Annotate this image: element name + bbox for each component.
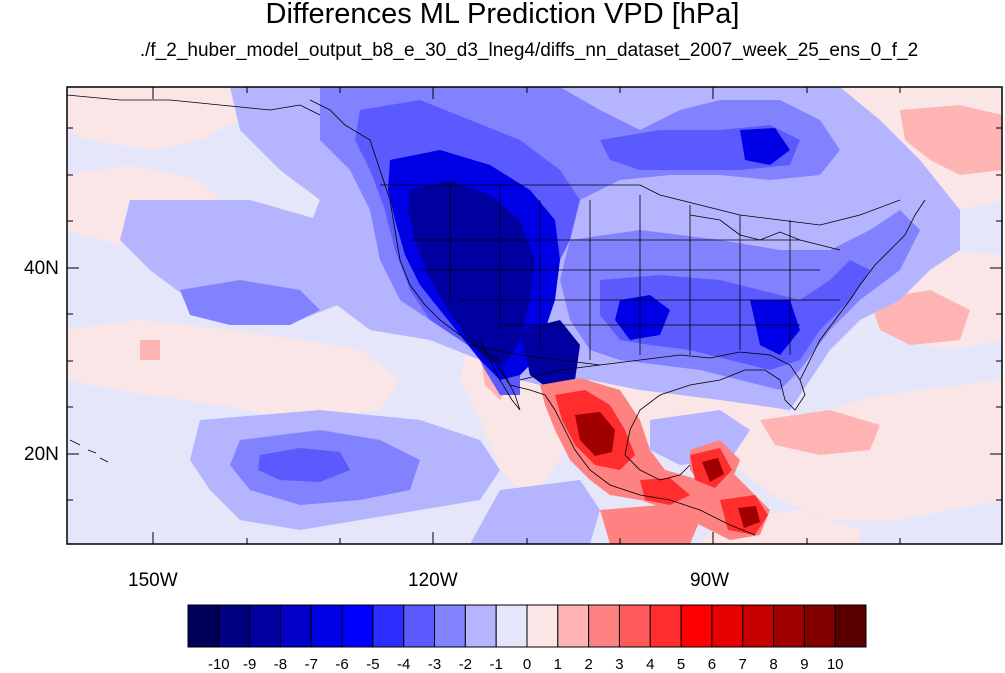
colorbar-label: 6 bbox=[707, 656, 717, 673]
colorbar-swatch bbox=[403, 604, 436, 648]
colorbar-swatch bbox=[742, 604, 775, 648]
colorbar-swatch bbox=[618, 604, 651, 648]
colorbar-label: 9 bbox=[800, 656, 809, 673]
colorbar-label: -4 bbox=[397, 656, 411, 673]
colorbar-label: -9 bbox=[242, 656, 257, 673]
colorbar-label: -8 bbox=[273, 656, 288, 673]
colorbar-swatch bbox=[773, 604, 805, 648]
colorbar-label: -5 bbox=[366, 656, 380, 673]
colorbar-label: -3 bbox=[427, 656, 442, 673]
gulf-coastline bbox=[519, 351, 806, 481]
colorbar-label: 0 bbox=[522, 656, 532, 673]
lon-label-90w: 90W bbox=[690, 570, 730, 591]
colorbar-swatch bbox=[557, 604, 590, 648]
alaska-coast bbox=[67, 94, 321, 116]
colorbar-swatch bbox=[310, 604, 343, 648]
colorbar-swatch bbox=[279, 604, 312, 648]
colorbar-swatch bbox=[588, 604, 620, 648]
colorbar-swatch bbox=[249, 604, 281, 648]
colorbar-label: 7 bbox=[738, 656, 747, 673]
colorbar-label: -2 bbox=[458, 656, 473, 673]
colorbar-label: -10 bbox=[207, 656, 230, 673]
colorbar-label: 4 bbox=[646, 656, 655, 673]
colorbar-swatch bbox=[372, 604, 405, 648]
colorbar bbox=[187, 604, 867, 648]
great-lakes bbox=[689, 214, 841, 251]
map-title: Differences ML Prediction VPD [hPa] bbox=[265, 0, 740, 30]
colorbar-swatch bbox=[680, 604, 713, 648]
colorbar-swatch bbox=[649, 604, 682, 648]
geographic-outlines bbox=[67, 94, 926, 536]
atlantic-coastline bbox=[799, 199, 926, 381]
colorbar-label: 3 bbox=[615, 656, 624, 673]
colorbar-swatch bbox=[341, 604, 374, 648]
colorbar-label: 10 bbox=[826, 656, 844, 673]
lon-label-120w: 120W bbox=[408, 570, 458, 591]
colorbar-swatch bbox=[218, 604, 251, 648]
colorbar-label: 5 bbox=[676, 656, 686, 673]
baja-peninsula bbox=[479, 339, 521, 411]
colorbar-label: 2 bbox=[584, 656, 593, 673]
lat-label-20n: 20N bbox=[24, 444, 59, 465]
map-frame bbox=[66, 86, 1003, 545]
colorbar-label: -7 bbox=[304, 656, 318, 673]
us-mexico-border bbox=[469, 344, 601, 366]
colorbar-label: -6 bbox=[335, 656, 349, 673]
lon-label-150w: 150W bbox=[128, 570, 178, 591]
axis-ticks bbox=[67, 87, 1002, 544]
colorbar-swatch bbox=[834, 604, 867, 648]
hawaii-islands bbox=[69, 439, 109, 463]
colorbar-swatch bbox=[526, 604, 559, 648]
colorbar-swatch bbox=[711, 604, 744, 648]
negative-extreme-regions bbox=[408, 180, 580, 390]
colorbar-swatch bbox=[187, 604, 220, 648]
colorbar-label: -1 bbox=[489, 656, 503, 673]
colorbar-label: 1 bbox=[553, 656, 562, 673]
colorbar-swatch bbox=[434, 604, 466, 648]
colorbar-swatch bbox=[464, 604, 497, 648]
map-subtitle: ./f_2_huber_model_output_b8_e_30_d3_lneg… bbox=[139, 40, 919, 61]
colorbar-swatch bbox=[803, 604, 836, 648]
colorbar-swatch bbox=[495, 604, 528, 648]
map-field bbox=[67, 87, 1002, 544]
positive-extreme-regions bbox=[575, 412, 760, 528]
colorbar-label: 8 bbox=[769, 656, 778, 673]
lat-label-40n: 40N bbox=[24, 258, 59, 279]
